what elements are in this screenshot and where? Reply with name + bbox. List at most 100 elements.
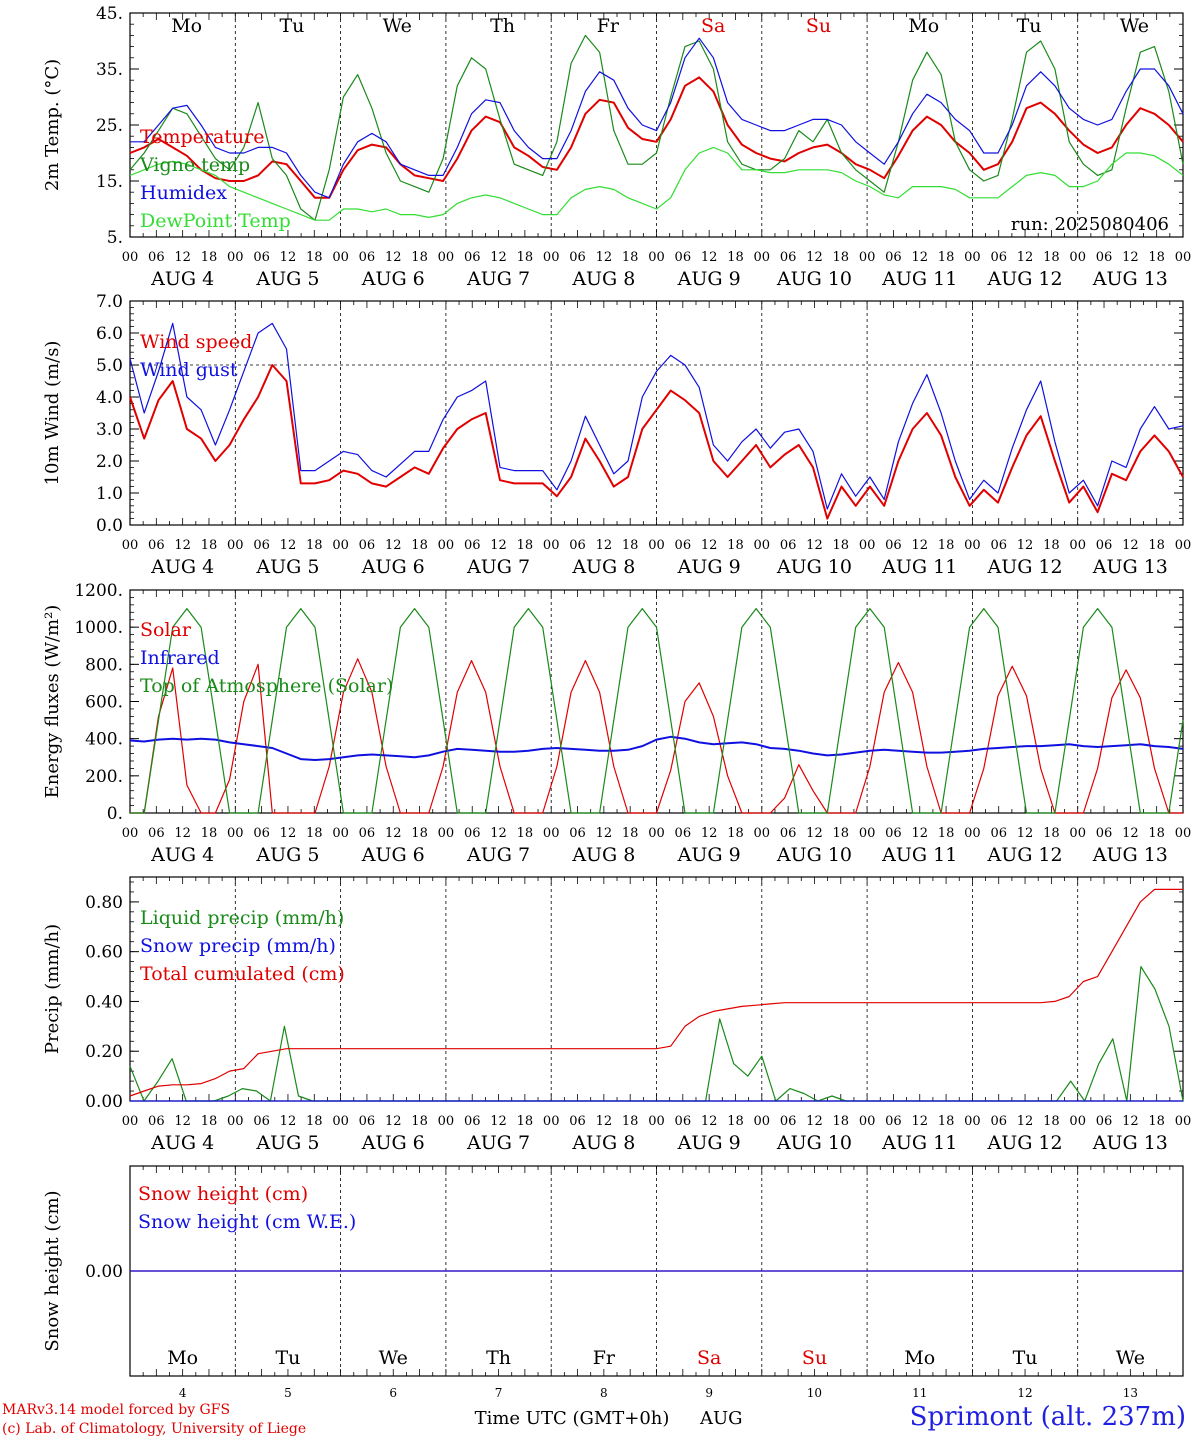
- hour-label: 00: [754, 250, 771, 265]
- hour-label: 12: [1122, 826, 1139, 841]
- date-label: AUG 11: [881, 556, 957, 578]
- y-tick-label: 25.: [96, 116, 123, 136]
- weekday-label: Tu: [279, 15, 304, 37]
- weekday-label: We: [379, 1347, 408, 1369]
- hour-label: 00: [227, 250, 244, 265]
- y-axis-label: Snow height (cm): [42, 1190, 63, 1351]
- y-tick-label: 800.: [85, 655, 123, 675]
- hour-label: 00: [332, 538, 349, 553]
- date-label: AUG 7: [466, 1132, 530, 1154]
- hour-label: 00: [438, 1114, 455, 1129]
- hour-label: 00: [1175, 1114, 1192, 1129]
- hour-label: 06: [885, 1114, 902, 1129]
- date-label: AUG 7: [466, 844, 530, 866]
- hour-label: 18: [622, 826, 639, 841]
- hour-label: 06: [253, 538, 270, 553]
- day-number: 7: [495, 1386, 503, 1400]
- date-label: AUG 12: [986, 1132, 1062, 1154]
- hour-label: 06: [885, 538, 902, 553]
- hour-label: 00: [122, 538, 139, 553]
- hour-label: 12: [806, 250, 823, 265]
- day-number: 4: [179, 1386, 187, 1400]
- hour-label: 12: [490, 826, 507, 841]
- hour-label: 06: [359, 250, 376, 265]
- date-label: AUG 12: [986, 268, 1062, 290]
- hour-label: 00: [648, 1114, 665, 1129]
- hour-label: 06: [569, 1114, 586, 1129]
- y-tick-label: 2.0: [96, 452, 123, 472]
- date-label: AUG 4: [150, 844, 214, 866]
- legend-entry: Temperature: [140, 126, 264, 148]
- hour-label: 18: [517, 538, 534, 553]
- hour-label: 18: [201, 1114, 218, 1129]
- series-line: [129, 146, 1184, 221]
- y-tick-label: 7.0: [96, 292, 123, 312]
- x-axis-title: Time UTC (GMT+0h): [475, 1408, 670, 1429]
- y-tick-label: 6.0: [96, 324, 123, 344]
- date-label: AUG 6: [361, 556, 425, 578]
- hour-label: 18: [201, 538, 218, 553]
- hour-label: 06: [359, 538, 376, 553]
- date-label: AUG 12: [986, 844, 1062, 866]
- y-tick-label: 0.00: [85, 1092, 123, 1112]
- day-number: 8: [600, 1386, 608, 1400]
- hour-label: 06: [1096, 250, 1113, 265]
- y-tick-label: 1200.: [74, 581, 123, 601]
- date-label: AUG 11: [881, 844, 957, 866]
- series-line: [129, 76, 1184, 199]
- hour-label: 06: [780, 826, 797, 841]
- hour-label: 18: [306, 250, 323, 265]
- hour-label: 06: [464, 826, 481, 841]
- hour-label: 12: [1017, 826, 1034, 841]
- panel-2: 0. 200. 400. 600. 800. 1000. 1200. Energy fluxe…: [42, 581, 1191, 866]
- day-number: 11: [912, 1386, 927, 1400]
- date-label: AUG 13: [1092, 1132, 1168, 1154]
- date-label: AUG 5: [255, 844, 319, 866]
- hour-label: 12: [596, 1114, 613, 1129]
- hour-label: 00: [332, 826, 349, 841]
- hour-label: 06: [990, 826, 1007, 841]
- date-label: AUG 13: [1092, 844, 1168, 866]
- hour-label: 06: [675, 250, 692, 265]
- hour-label: 18: [306, 826, 323, 841]
- hour-label: 06: [990, 1114, 1007, 1129]
- hour-label: 06: [253, 250, 270, 265]
- y-tick-label: 1000.: [74, 618, 123, 638]
- weekday-label: We: [383, 15, 412, 37]
- hour-label: 12: [806, 538, 823, 553]
- series-line: [130, 37, 1184, 199]
- date-label: AUG 8: [571, 268, 635, 290]
- hour-label: 12: [174, 826, 191, 841]
- hour-label: 18: [938, 538, 955, 553]
- station-name: Sprimont (alt. 237m): [909, 1402, 1186, 1432]
- series-line: [129, 364, 1184, 520]
- legend-entry: Wind gust: [140, 359, 238, 381]
- legend-entry: Liquid precip (mm/h): [140, 907, 344, 929]
- hour-label: 12: [596, 538, 613, 553]
- hour-label: 12: [174, 538, 191, 553]
- weekday-label: Th: [486, 1347, 511, 1369]
- date-label: AUG 12: [986, 556, 1062, 578]
- hour-label: 06: [885, 826, 902, 841]
- hour-label: 12: [911, 538, 928, 553]
- date-label: AUG 7: [466, 556, 530, 578]
- date-label: AUG 8: [571, 556, 635, 578]
- hour-label: 06: [464, 1114, 481, 1129]
- hour-label: 18: [517, 250, 534, 265]
- hour-label: 00: [648, 250, 665, 265]
- date-label: AUG 13: [1092, 556, 1168, 578]
- hour-label: 06: [148, 250, 165, 265]
- day-number: 13: [1123, 1386, 1138, 1400]
- hour-label: 00: [1069, 1114, 1086, 1129]
- weekday-label: Mo: [167, 1347, 198, 1369]
- hour-label: 00: [1175, 250, 1192, 265]
- copyright-credit: (c) Lab. of Climatology, University of L…: [2, 1421, 307, 1437]
- hour-label: 18: [306, 1114, 323, 1129]
- hour-label: 06: [780, 538, 797, 553]
- hour-label: 00: [1069, 538, 1086, 553]
- hour-label: 18: [833, 826, 850, 841]
- y-tick-label: 3.0: [96, 420, 123, 440]
- panel-frame: [129, 589, 1184, 814]
- weekday-label: Sa: [701, 15, 725, 37]
